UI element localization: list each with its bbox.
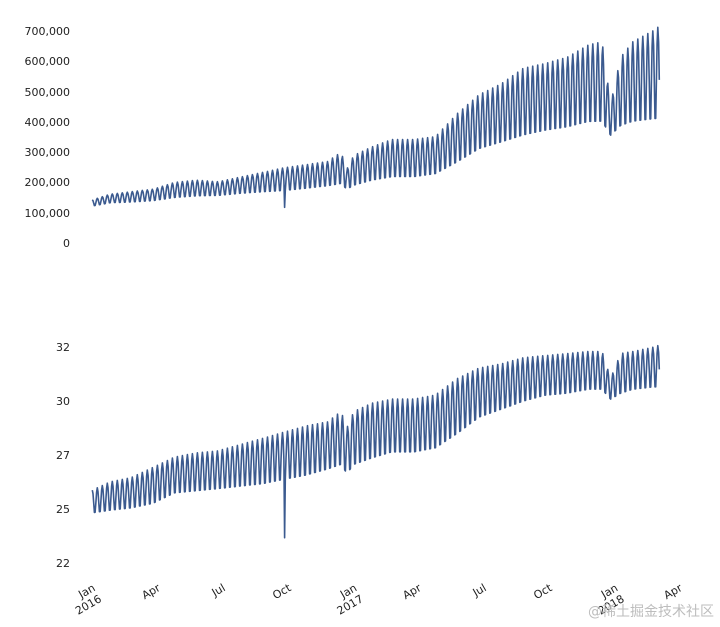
chart-top-ytick-label: 0 (63, 237, 70, 250)
chart-bottom-xtick-label: Apr (662, 581, 685, 602)
chart-top: 0 100,000 200,000 300,000 400,000 500,00… (25, 25, 661, 250)
chart-bottom-xtick-label: Oct (270, 581, 294, 602)
chart-top-ytick-label: 700,000 (25, 25, 71, 38)
chart-bottom-xtick-label: Apr (140, 581, 163, 602)
chart-bottom-xtick-label: Jan2016 (67, 581, 104, 617)
chart-top-ytick-label: 500,000 (25, 86, 71, 99)
chart-top-yticks: 0 100,000 200,000 300,000 400,000 500,00… (25, 25, 71, 250)
chart-top-ytick-label: 400,000 (25, 116, 71, 129)
chart-bottom-ytick-label: 27 (56, 449, 70, 462)
chart-top-ytick-label: 600,000 (25, 55, 71, 68)
chart-top-ytick-label: 100,000 (25, 207, 71, 220)
chart-bottom-xtick-label: Jul (209, 581, 228, 599)
chart-bottom: 22 25 27 30 32 Jan2016 Apr Jul Oct Jan2017 Ap… (56, 341, 685, 618)
chart-bottom-ytick-label: 32 (56, 341, 70, 354)
chart-top-series-line (91, 26, 661, 209)
chart-bottom-xtick-label: Jan2017 (328, 581, 365, 617)
watermark: @稀土掘金技术社区 (588, 604, 714, 620)
chart-bottom-series-line (91, 344, 661, 539)
chart-bottom-ytick-label: 22 (56, 557, 70, 570)
chart-bottom-ytick-label: 25 (56, 503, 70, 516)
chart-bottom-xtick-label: Jul (470, 581, 489, 599)
chart-bottom-xtick-label: Apr (401, 581, 424, 602)
chart-bottom-yticks: 22 25 27 30 32 (56, 341, 70, 570)
chart-top-ytick-label: 300,000 (25, 146, 71, 159)
chart-bottom-xtick-label: Oct (531, 581, 555, 602)
chart-bottom-ytick-label: 30 (56, 395, 70, 408)
chart-top-ytick-label: 200,000 (25, 176, 71, 189)
